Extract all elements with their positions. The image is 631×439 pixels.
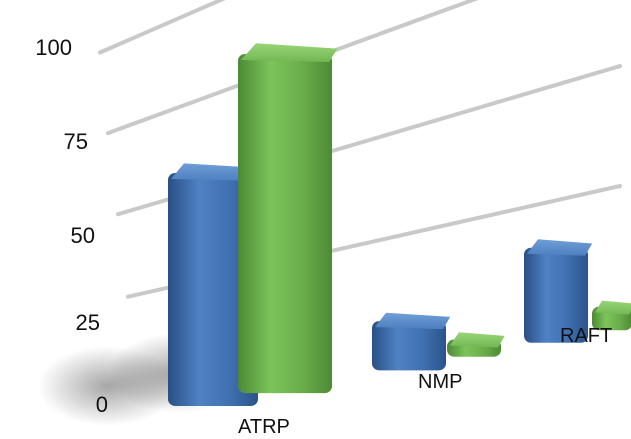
bar-front	[524, 247, 588, 343]
y-tick-label: 50	[71, 223, 95, 248]
y-tick-label: 25	[76, 310, 100, 335]
y-axis-ticks: 0 25 50 75 100	[35, 35, 108, 417]
bar-front	[372, 321, 446, 371]
y-tick-label: 75	[64, 129, 88, 154]
y-tick-label: 0	[96, 392, 108, 417]
bar-raft-s0	[524, 239, 593, 343]
bar-front	[168, 172, 258, 406]
bar-top	[450, 332, 505, 348]
category-label-atrp: ATRP	[238, 416, 290, 438]
bar-nmp-s1	[447, 332, 505, 357]
bar-atrp-s1	[238, 43, 338, 394]
bar-raft-s1	[592, 300, 631, 331]
bar-top	[527, 239, 593, 256]
category-labels: ATRP NMP RAFT	[238, 325, 612, 438]
y-tick-label: 100	[35, 35, 72, 60]
category-label-raft: RAFT	[560, 325, 612, 347]
bar-top	[595, 300, 631, 315]
bar-nmp-s0	[372, 312, 451, 371]
bars	[168, 43, 631, 406]
gridline-100	[98, 0, 226, 55]
bar-top	[241, 43, 338, 63]
bar-top	[375, 312, 451, 330]
gridline-75	[106, 0, 479, 136]
bar-front	[238, 54, 332, 394]
category-label-nmp: NMP	[418, 371, 462, 393]
